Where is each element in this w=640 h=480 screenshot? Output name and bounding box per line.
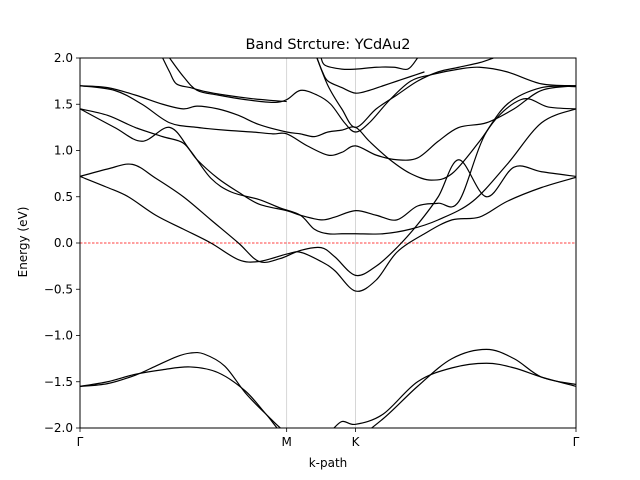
band-line-13 <box>316 58 494 128</box>
plot-area <box>79 57 577 429</box>
band-line-8 <box>80 85 576 181</box>
chart-title: Band Strcture: YCdAu2 <box>245 37 410 53</box>
y-tick-label: −0.5 <box>44 282 73 296</box>
band-line-11 <box>316 58 425 94</box>
y-tick-label: 0.0 <box>54 236 73 250</box>
y-tick-label: −1.5 <box>44 375 73 389</box>
y-tick-label: 2.0 <box>54 51 73 65</box>
band-line-3 <box>80 175 576 292</box>
y-tick-label: −2.0 <box>44 421 73 435</box>
band-line-9 <box>162 58 287 103</box>
band-line-7 <box>80 85 576 161</box>
band-line-2 <box>80 362 576 428</box>
band-line-12 <box>320 58 419 71</box>
y-tick-label: −1.0 <box>44 329 73 343</box>
band-line-10 <box>169 58 576 133</box>
y-tick-label: 1.5 <box>54 97 73 111</box>
y-tick-label: 0.5 <box>54 190 73 204</box>
x-tick-label: K <box>352 435 361 449</box>
x-tick-label: Γ <box>573 435 580 449</box>
bands <box>80 58 576 428</box>
y-axis-label: Energy (eV) <box>16 207 30 278</box>
y-axis: −2.0 −1.5 −1.0 −0.5 0.0 0.5 1.0 1.5 2.0 <box>44 51 80 435</box>
y-tick-label: 1.0 <box>54 144 73 158</box>
band-line-5 <box>80 108 576 235</box>
band-line-4 <box>80 159 576 277</box>
x-axis-label: k-path <box>309 456 348 470</box>
x-tick-label: Γ <box>77 435 84 449</box>
band-line-6 <box>80 98 576 221</box>
x-tick-label: M <box>281 435 291 449</box>
band-line-1 <box>80 348 576 428</box>
